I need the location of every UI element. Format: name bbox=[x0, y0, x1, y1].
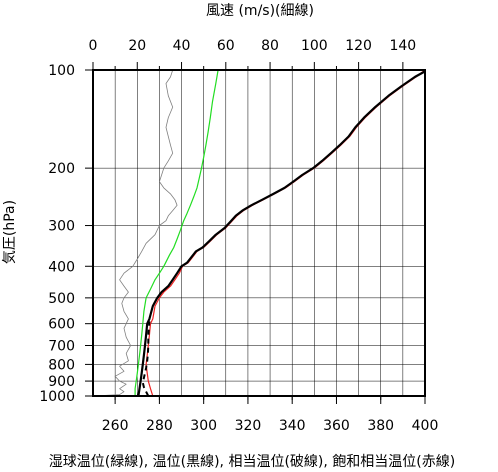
left-tick-label: 200 bbox=[48, 161, 75, 177]
grid-lines bbox=[93, 69, 425, 397]
top-tick-label: 80 bbox=[261, 38, 279, 54]
bottom-tick-label: 260 bbox=[102, 418, 129, 434]
saturated-equivalent-potential-temperature-line bbox=[145, 69, 426, 397]
top-tick-label: 20 bbox=[128, 38, 146, 54]
potential-temperature-line bbox=[137, 70, 426, 397]
left-tick-label: 500 bbox=[48, 291, 75, 307]
top-tick-label: 60 bbox=[217, 38, 235, 54]
left-tick-label: 800 bbox=[48, 357, 75, 373]
left-tick-label: 100 bbox=[48, 63, 75, 79]
axis-ticks: 260 280 300 320 340 360 380 400 0 20 40 60 80 100 120 1… bbox=[39, 38, 438, 434]
bottom-tick-label: 280 bbox=[146, 418, 173, 434]
left-tick-label: 1000 bbox=[39, 389, 75, 405]
bottom-tick-label: 320 bbox=[235, 418, 262, 434]
equivalent-potential-temperature-line bbox=[141, 321, 151, 397]
top-tick-label: 140 bbox=[389, 38, 416, 54]
wind-line bbox=[92, 69, 178, 397]
left-tick-label: 900 bbox=[48, 374, 75, 390]
left-tick-label: 700 bbox=[48, 339, 75, 355]
wet-bulb-potential-temperature-line bbox=[134, 69, 219, 396]
top-tick-label: 120 bbox=[345, 38, 372, 54]
plot-frame bbox=[92, 69, 426, 397]
left-axis-label: 気圧(hPa) bbox=[2, 200, 18, 264]
bottom-axis-label: 湿球温位(緑線), 温位(黒線), 相当温位(破線), 飽和相当温位(赤線) bbox=[49, 453, 455, 470]
left-tick-label: 600 bbox=[48, 317, 75, 333]
bottom-tick-label: 400 bbox=[412, 418, 439, 434]
bottom-tick-label: 340 bbox=[279, 418, 306, 434]
bottom-tick-label: 300 bbox=[190, 418, 217, 434]
bottom-tick-label: 380 bbox=[367, 418, 394, 434]
left-tick-label: 400 bbox=[48, 259, 75, 275]
bottom-tick-label: 360 bbox=[323, 418, 350, 434]
top-axis-label: 風速 (m/s)(細線) bbox=[206, 3, 314, 19]
data-series bbox=[92, 69, 426, 397]
top-tick-label: 100 bbox=[301, 38, 328, 54]
left-tick-label: 300 bbox=[48, 219, 75, 235]
top-tick-label: 0 bbox=[89, 38, 98, 54]
top-tick-label: 40 bbox=[173, 38, 191, 54]
